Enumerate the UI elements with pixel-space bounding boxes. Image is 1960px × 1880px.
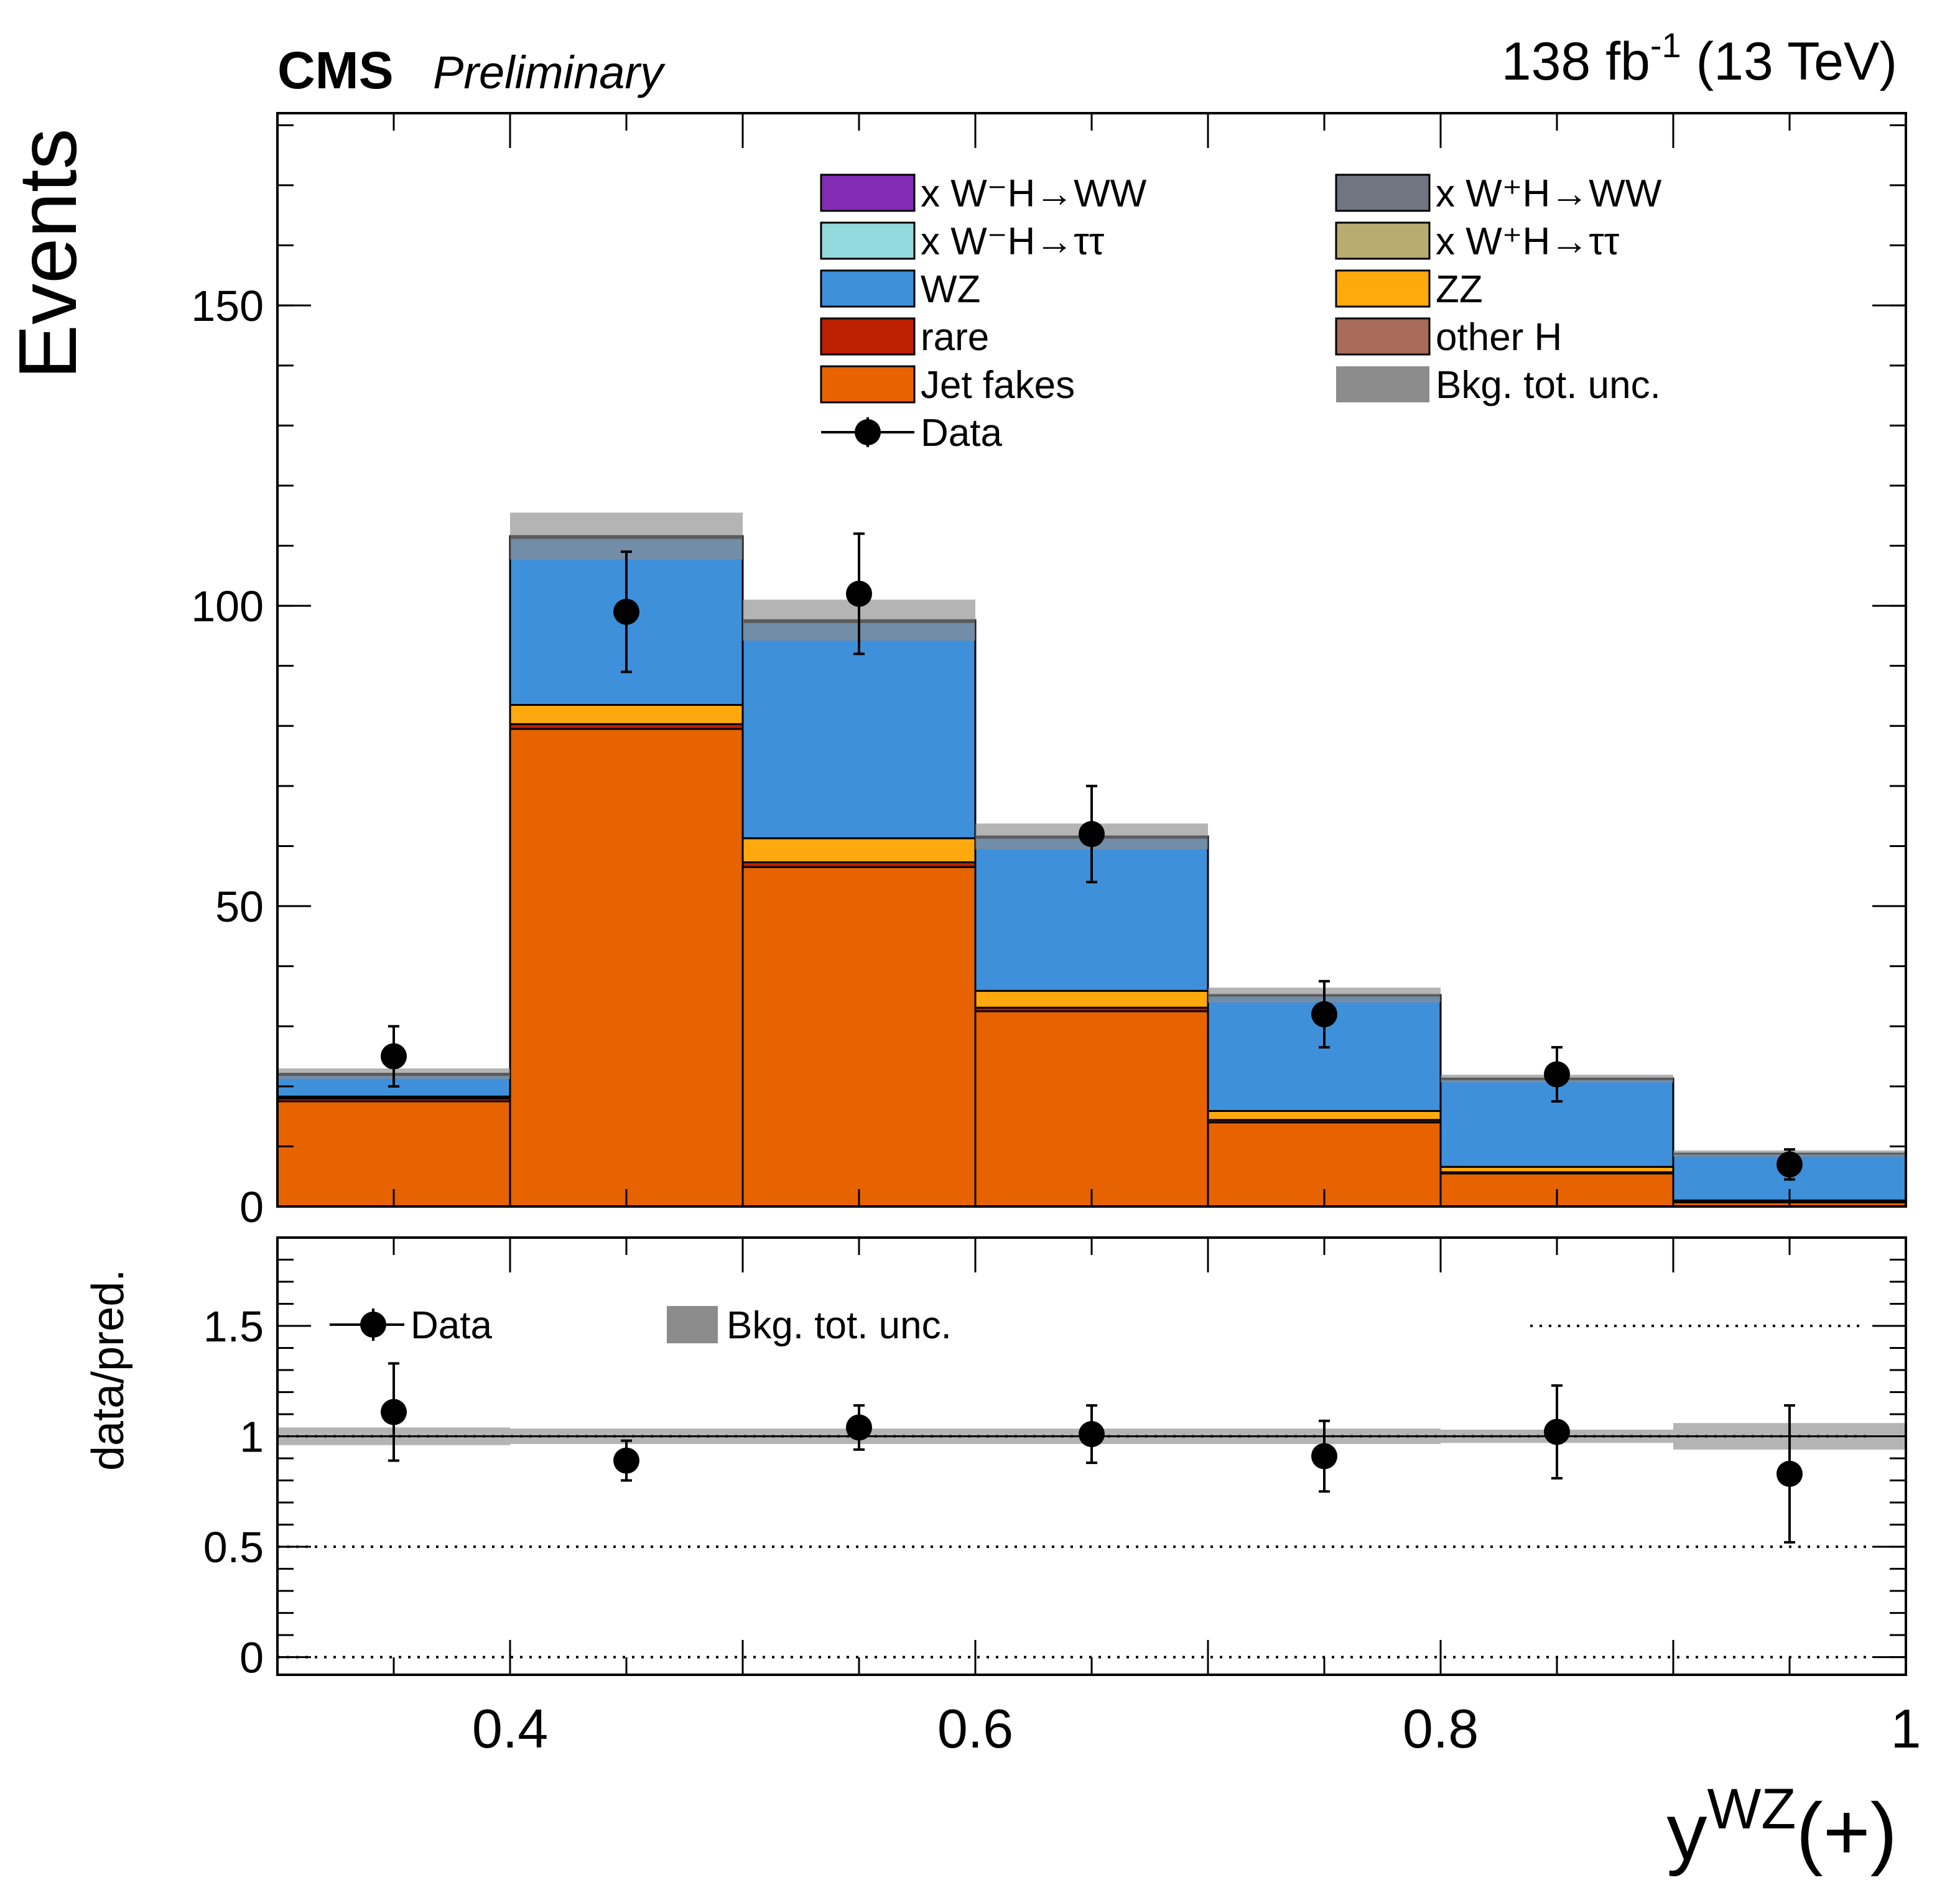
bar-jet-fakes-bin-3: [974, 1010, 1209, 1208]
legend-swatch-zz: [1335, 269, 1431, 308]
y-tick-label: 1.5: [203, 1302, 264, 1351]
x-tick-label: 1: [1891, 1698, 1921, 1759]
data-point: [1079, 821, 1105, 848]
bar-zz-bin-4: [1207, 1109, 1442, 1121]
data-point: [613, 598, 639, 625]
ratio-plot-frame: 0 0.5 1 1.5 0.4 0.6 0.8 1: [203, 1236, 1921, 1759]
x-axis-title: yWZ(+): [1666, 1777, 1897, 1877]
legend-label: WZ: [921, 268, 980, 311]
y-tick-label: 50: [215, 882, 264, 931]
legend-swatch-rare: [820, 317, 916, 356]
legend-swatch-x-w-h: [820, 221, 916, 260]
legend-label: other H: [1436, 316, 1562, 359]
legend-swatch-other-h: [1335, 317, 1431, 356]
main-plot-frame: 0 50 100 150: [191, 112, 1907, 1231]
ratio-y-axis-title: data/pred.: [83, 1269, 133, 1471]
y-tick-label: 1: [239, 1413, 264, 1461]
legend-swatch-x-w-h: [1335, 221, 1431, 260]
y-tick-label: 0: [239, 1183, 264, 1231]
ratio-point: [846, 1414, 872, 1441]
bar-zz-bin-1: [509, 703, 744, 725]
ratio-point: [1544, 1419, 1570, 1445]
data-point: [381, 1043, 407, 1070]
legend-swatch-wz: [820, 269, 916, 308]
data-point: [846, 580, 872, 607]
data-points: [381, 532, 1803, 1181]
legend-label: x W⁺H→WW: [1436, 172, 1662, 215]
ratio-point: [1311, 1443, 1337, 1470]
legend-data-marker: [855, 419, 881, 445]
bar-zz-bin-3: [974, 989, 1209, 1009]
x-tick-label: 0.6: [937, 1698, 1013, 1759]
ratio-legend-label: Bkg. tot. unc.: [727, 1304, 952, 1347]
legend-label: x W⁻H→ττ: [921, 220, 1104, 263]
x-tick-label: 0.4: [472, 1698, 548, 1759]
y-tick-label: 0: [239, 1634, 264, 1682]
y-tick-label: 100: [191, 582, 264, 631]
status-label: Preliminary: [433, 47, 666, 98]
y-tick-label: 0.5: [203, 1523, 264, 1572]
ratio-point: [1079, 1420, 1105, 1447]
ratio-point: [1777, 1460, 1803, 1487]
legend: x W⁻H→WW x W⁻H→ττ WZ rare Jet fakes Data x W⁺H…: [820, 172, 1662, 455]
ratio-legend-label: Data: [411, 1304, 492, 1347]
ratio-legend-unc-swatch: [667, 1306, 718, 1343]
legend-label: Bkg. tot. unc.: [1436, 364, 1661, 407]
legend-label: x W⁻H→WW: [921, 172, 1147, 215]
data-point: [1544, 1061, 1570, 1088]
ratio-data-points: [381, 1362, 1803, 1544]
ratio-point: [381, 1399, 407, 1425]
ratio-point: [613, 1447, 639, 1474]
legend-label: Data: [921, 412, 1002, 455]
legend-label: ZZ: [1436, 268, 1483, 311]
experiment-label: CMS: [277, 41, 394, 100]
data-point: [1777, 1151, 1803, 1178]
legend-unc-swatch: [1336, 366, 1429, 402]
ratio-legend-data-marker: [360, 1312, 386, 1338]
bar-wz-bin-3: [974, 836, 1209, 992]
luminosity-label: 138 fb-1 (13 TeV): [1502, 25, 1897, 91]
legend-swatch-x-w-h-ww: [820, 174, 916, 212]
legend-label: Jet fakes: [921, 364, 1075, 407]
bar-wz-bin-2: [741, 621, 977, 840]
stacked-histogram: [276, 535, 1907, 1208]
bar-jet-fakes-bin-2: [741, 866, 977, 1208]
ratio-reference-lines: [277, 1325, 1906, 1659]
legend-label: x W⁺H→ττ: [1436, 220, 1619, 263]
bar-zz-bin-2: [741, 837, 977, 864]
y-tick-label: 150: [191, 282, 264, 330]
ratio-legend: Data Bkg. tot. unc.: [330, 1304, 952, 1347]
legend-swatch-x-w-h-ww: [1335, 174, 1431, 212]
data-point: [1311, 1001, 1337, 1027]
bar-jet-fakes-bin-1: [509, 728, 744, 1208]
x-tick-label: 0.8: [1403, 1698, 1479, 1759]
legend-label: rare: [921, 316, 989, 359]
y-axis-title: Events: [2, 128, 93, 379]
bar-jet-fakes-bin-0: [276, 1100, 511, 1208]
legend-swatch-jet-fakes: [820, 365, 916, 404]
